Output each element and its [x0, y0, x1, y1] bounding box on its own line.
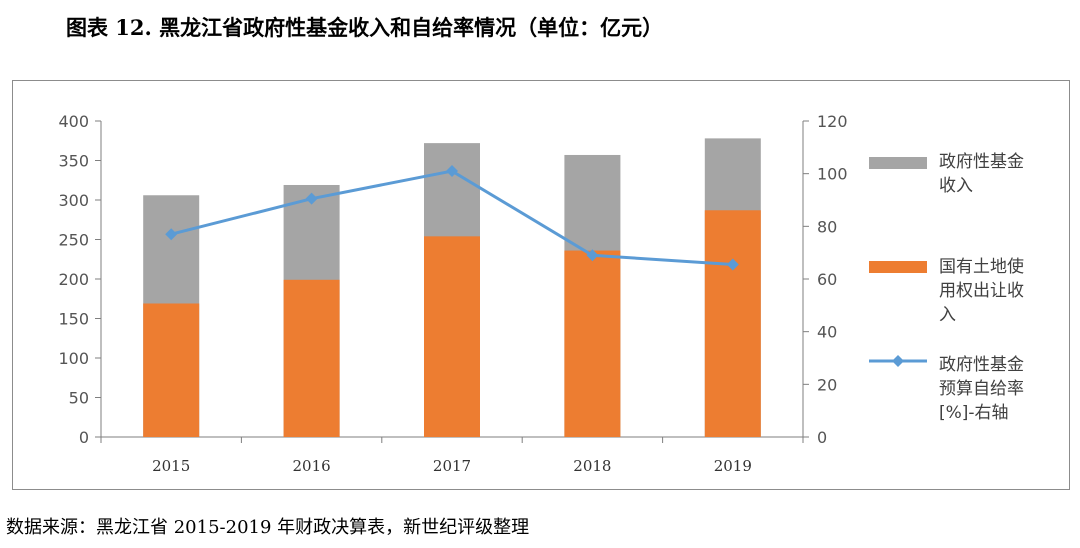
rate-marker — [586, 249, 599, 262]
right-tick-label: 40 — [817, 323, 837, 342]
legend-swatch-fund-income — [869, 157, 927, 169]
legend-label-fund-income: 政府性基金 — [939, 152, 1024, 172]
right-tick-label: 80 — [817, 217, 837, 236]
right-tick-label: 20 — [817, 375, 837, 394]
data-source-note: 数据来源：黑龙江省 2015-2019 年财政决算表，新世纪评级整理 — [6, 517, 530, 538]
legend-label-rate: 预算自给率 — [939, 379, 1024, 399]
left-tick-label: 100 — [58, 349, 89, 368]
right-tick-label: 60 — [817, 270, 837, 289]
rate-marker — [305, 192, 318, 205]
legend-label-rate: [%]-右轴 — [939, 403, 1009, 423]
right-tick-label: 0 — [817, 428, 827, 447]
x-tick-label: 2019 — [714, 457, 752, 475]
right-tick-label: 100 — [817, 165, 848, 184]
legend-label-land-income: 入 — [939, 305, 956, 325]
bar-land-income — [704, 210, 761, 437]
left-tick-label: 350 — [58, 152, 89, 171]
left-tick-label: 250 — [58, 231, 89, 250]
bar-land-income — [564, 250, 621, 437]
bar-land-income — [424, 236, 480, 437]
x-tick-label: 2015 — [152, 457, 190, 475]
left-tick-label: 200 — [58, 270, 89, 289]
legend-label-land-income: 用权出让收 — [939, 281, 1024, 301]
legend-swatch-rate-marker — [892, 355, 904, 367]
left-tick-label: 300 — [58, 191, 89, 210]
bar-land-income — [143, 303, 200, 437]
left-tick-label: 50 — [69, 389, 89, 408]
rate-marker — [165, 228, 178, 241]
left-tick-label: 150 — [58, 310, 89, 329]
x-tick-label: 2016 — [293, 457, 331, 475]
legend-label-land-income: 国有土地使 — [939, 256, 1024, 277]
rate-marker — [446, 165, 458, 178]
legend-swatch-land-income — [869, 261, 927, 273]
left-tick-label: 0 — [79, 428, 89, 447]
left-tick-label: 400 — [58, 112, 89, 131]
legend-label-rate: 政府性基金 — [939, 355, 1024, 375]
bar-land-income — [283, 279, 340, 437]
chart-frame: 0 50 100 150 200 250 300 350 400 0 20 40 60 80 100 120 2… — [12, 80, 1070, 490]
legend-label-fund-income: 收入 — [939, 176, 973, 196]
figure-title: 图表 12. 黑龙江省政府性基金收入和自给率情况（单位：亿元） — [66, 15, 664, 40]
right-tick-label: 120 — [817, 112, 848, 131]
x-tick-label: 2018 — [573, 457, 611, 475]
x-tick-label: 2017 — [433, 457, 471, 475]
chart: 0 50 100 150 200 250 300 350 400 0 20 40 60 80 100 120 2… — [58, 112, 1024, 475]
rate-marker — [726, 258, 739, 271]
